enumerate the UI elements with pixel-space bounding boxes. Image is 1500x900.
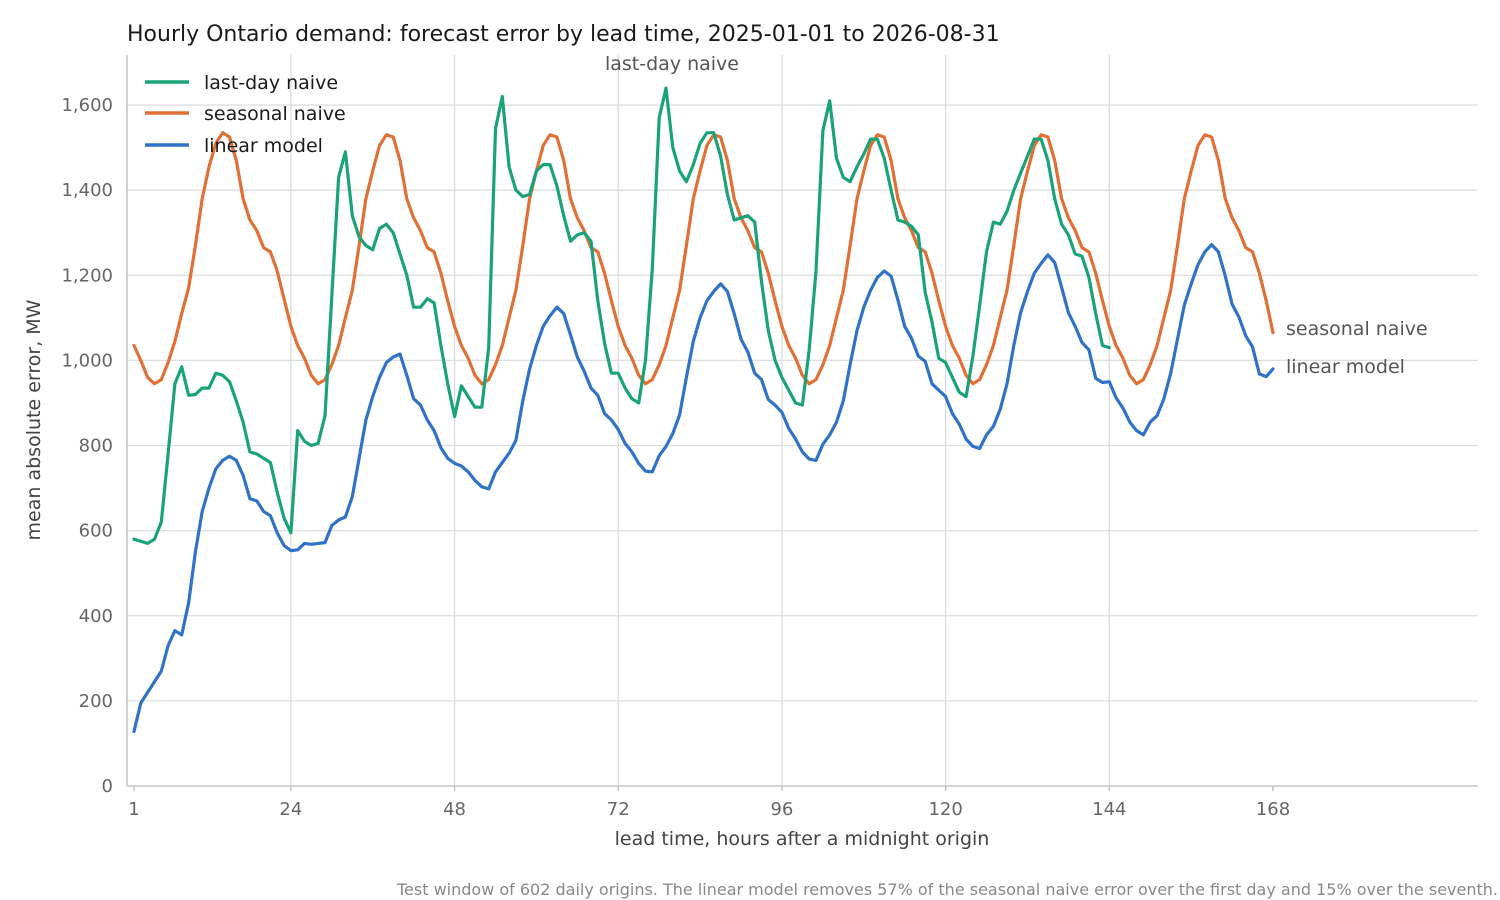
x-tick-label: 168 bbox=[1256, 799, 1290, 820]
y-axis-label: mean absolute error, MW bbox=[23, 299, 45, 540]
legend-label-last-day-naive: last-day naive bbox=[204, 72, 338, 94]
y-tick-label: 1,400 bbox=[61, 180, 113, 201]
y-tick-label: 1,200 bbox=[61, 265, 113, 286]
y-tick-label: 600 bbox=[79, 521, 113, 542]
chart-footnote: Test window of 602 daily origins. The li… bbox=[396, 880, 1498, 899]
y-tick-label: 1,000 bbox=[61, 350, 113, 371]
x-axis-label: lead time, hours after a midnight origin bbox=[615, 828, 990, 850]
annotation-linear-model: linear model bbox=[1286, 356, 1405, 378]
series-line-last-day-naive bbox=[132, 86, 1111, 545]
y-tick-label: 200 bbox=[79, 691, 113, 712]
x-tick-label: 144 bbox=[1092, 799, 1126, 820]
tick-labels: 0 200 400 600 800 1,000 1,200 1,400 1,600 1 24 48 72… bbox=[61, 95, 1290, 820]
x-tick-label: 96 bbox=[770, 799, 793, 820]
y-tick-label: 400 bbox=[79, 606, 113, 627]
chart-title: Hourly Ontario demand: forecast error by… bbox=[127, 22, 1000, 47]
y-tick-label: 0 bbox=[102, 776, 113, 797]
x-tick-label: 72 bbox=[607, 799, 630, 820]
series-line-linear-model bbox=[132, 243, 1275, 734]
series-lines bbox=[132, 86, 1275, 734]
legend: last-day naive seasonal naive linear mod… bbox=[145, 72, 346, 157]
legend-label-seasonal-naive: seasonal naive bbox=[204, 103, 346, 125]
annotation-last-day-naive: last-day naive bbox=[605, 53, 739, 75]
series-line-seasonal-naive bbox=[132, 131, 1275, 386]
y-tick-label: 1,600 bbox=[61, 95, 113, 116]
legend-label-linear-model: linear model bbox=[204, 135, 323, 157]
annotation-seasonal-naive: seasonal naive bbox=[1286, 318, 1428, 340]
x-tick-label: 120 bbox=[928, 799, 962, 820]
y-tick-label: 800 bbox=[79, 436, 113, 457]
grid bbox=[127, 55, 1478, 786]
x-tick-label: 24 bbox=[279, 799, 302, 820]
x-tick-label: 1 bbox=[128, 799, 139, 820]
x-tick-label: 48 bbox=[443, 799, 466, 820]
